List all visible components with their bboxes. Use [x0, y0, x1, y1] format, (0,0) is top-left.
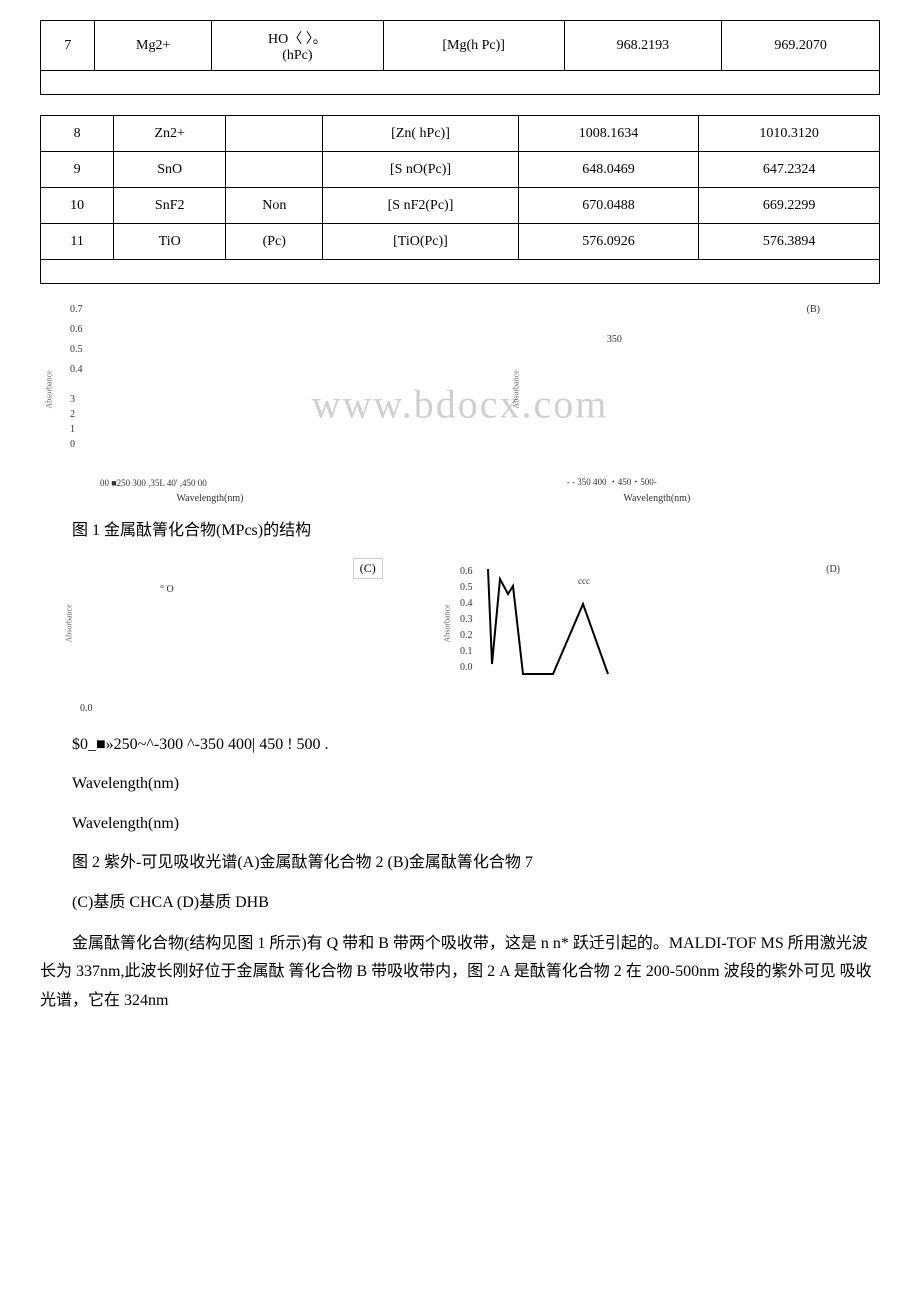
ytick: 0.5 — [460, 582, 473, 593]
ytick: 0 — [70, 439, 75, 450]
cell: (Pc) — [226, 224, 323, 260]
cell: SnO — [114, 152, 226, 188]
cell: 576.0926 — [518, 224, 699, 260]
cell: [TiO(Pc)] — [323, 224, 518, 260]
xlabel: Wavelength(nm) — [623, 493, 690, 504]
wavelength-label-2: Wavelength(nm) — [40, 811, 880, 837]
ylabel: Absorbance — [65, 604, 74, 642]
ylabel: Absorbance — [443, 604, 452, 642]
cell: 8 — [41, 116, 114, 152]
table-row: 9 SnO [S nO(Pc)] 648.0469 647.2324 — [41, 152, 880, 188]
chart-row-ab: www.bdocx.com 0.7 0.6 0.5 0.4 3 2 1 0 00… — [40, 304, 880, 504]
cell — [226, 116, 323, 152]
table-compound-7: 7 Mg2+ HO〈 〉。 (hPc) [Mg(h Pc)] 968.2193 … — [40, 20, 880, 95]
panel-id: (B) — [807, 304, 820, 315]
ytick: 0.1 — [460, 646, 473, 657]
cell: 647.2324 — [699, 152, 880, 188]
ytick: 3 — [70, 394, 75, 405]
ytick: 2 — [70, 409, 75, 420]
ylabel: Absorbance — [45, 370, 54, 408]
cell: Non — [226, 188, 323, 224]
cell: SnF2 — [114, 188, 226, 224]
figure-2-subcaption: (C)基质 CHCA (D)基质 DHB — [40, 890, 880, 916]
chart-row-cd: (C) ° O 0.0 Absorbance (D) 0.6 0.5 0.4 0… — [40, 558, 880, 718]
ytick: 0.7 — [70, 304, 83, 315]
table-row: 7 Mg2+ HO〈 〉。 (hPc) [Mg(h Pc)] 968.2193 … — [41, 21, 880, 71]
ytick: 0.3 — [460, 614, 473, 625]
chart-panel-d: (D) 0.6 0.5 0.4 0.3 0.2 0.1 0.0 ccc Abso… — [418, 558, 880, 718]
spectrum-curve-d — [478, 564, 678, 684]
cell: [Mg(h Pc)] — [383, 21, 564, 71]
ytick: 0.0 — [460, 662, 473, 673]
ytick: 0.0 — [80, 703, 93, 714]
table-row: 10 SnF2 Non [S nF2(Pc)] 670.0488 669.229… — [41, 188, 880, 224]
chart-panel-a: 0.7 0.6 0.5 0.4 3 2 1 0 00 ■250 300 ,35L… — [40, 304, 443, 504]
table-compounds-8-11: 8 Zn2+ [Zn( hPc)] 1008.1634 1010.3120 9 … — [40, 115, 880, 284]
cell: 11 — [41, 224, 114, 260]
cell: HO〈 〉。 (hPc) — [211, 21, 383, 71]
figure-1-caption: 图 1 金属酞箐化合物(MPcs)的结构 — [40, 518, 880, 544]
chart-panel-c: (C) ° O 0.0 Absorbance — [40, 558, 393, 718]
xlabel: Wavelength(nm) — [177, 493, 244, 504]
ylabel: Absorbance — [511, 370, 520, 408]
panel-id: (D) — [826, 564, 840, 575]
ytick: 0.4 — [460, 598, 473, 609]
cell: 669.2299 — [699, 188, 880, 224]
table-row-empty — [41, 260, 880, 284]
figure-2-caption: 图 2 紫外-可见吸收光谱(A)金属酞箐化合物 2 (B)金属酞箐化合物 7 — [40, 850, 880, 876]
xaxis-ticks: - - 350 400 ・450・500- — [567, 475, 657, 488]
cell: 648.0469 — [518, 152, 699, 188]
ytick: 0.2 — [460, 630, 473, 641]
wavelength-label-1: Wavelength(nm) — [40, 771, 880, 797]
marker: ° O — [160, 584, 174, 595]
cell: [S nO(Pc)] — [323, 152, 518, 188]
cell: 7 — [41, 21, 95, 71]
peak-label: 350 — [607, 334, 622, 345]
cell: [Zn( hPc)] — [323, 116, 518, 152]
xaxis-ticks: 00 ■250 300 ,35L 40' ,450 00 — [100, 478, 207, 488]
cell: 10 — [41, 188, 114, 224]
cell: 670.0488 — [518, 188, 699, 224]
cell: Mg2+ — [95, 21, 212, 71]
cell: 1008.1634 — [518, 116, 699, 152]
ytick: 0.4 — [70, 364, 83, 375]
table-row: 11 TiO (Pc) [TiO(Pc)] 576.0926 576.3894 — [41, 224, 880, 260]
cell: Zn2+ — [114, 116, 226, 152]
ytick: 0.6 — [460, 566, 473, 577]
body-paragraph: 金属酞箐化合物(结构见图 1 所示)有 Q 带和 B 带两个吸收带，这是 n n… — [40, 930, 880, 1016]
panel-id: (C) — [353, 558, 383, 579]
ytick: 0.5 — [70, 344, 83, 355]
chart-panel-b: (B) 350 - - 350 400 ・450・500- Wavelength… — [477, 304, 880, 504]
wavelength-axis-line: $0_■»250~^-300 ^-350 400| 450 ! 500 . — [40, 732, 880, 758]
ytick: 0.6 — [70, 324, 83, 335]
cell: TiO — [114, 224, 226, 260]
cell: 1010.3120 — [699, 116, 880, 152]
ytick: 1 — [70, 424, 75, 435]
cell — [226, 152, 323, 188]
table-row-empty — [41, 71, 880, 95]
table-row: 8 Zn2+ [Zn( hPc)] 1008.1634 1010.3120 — [41, 116, 880, 152]
cell: [S nF2(Pc)] — [323, 188, 518, 224]
cell: 576.3894 — [699, 224, 880, 260]
cell: 969.2070 — [722, 21, 880, 71]
cell: 9 — [41, 152, 114, 188]
cell: 968.2193 — [564, 21, 722, 71]
